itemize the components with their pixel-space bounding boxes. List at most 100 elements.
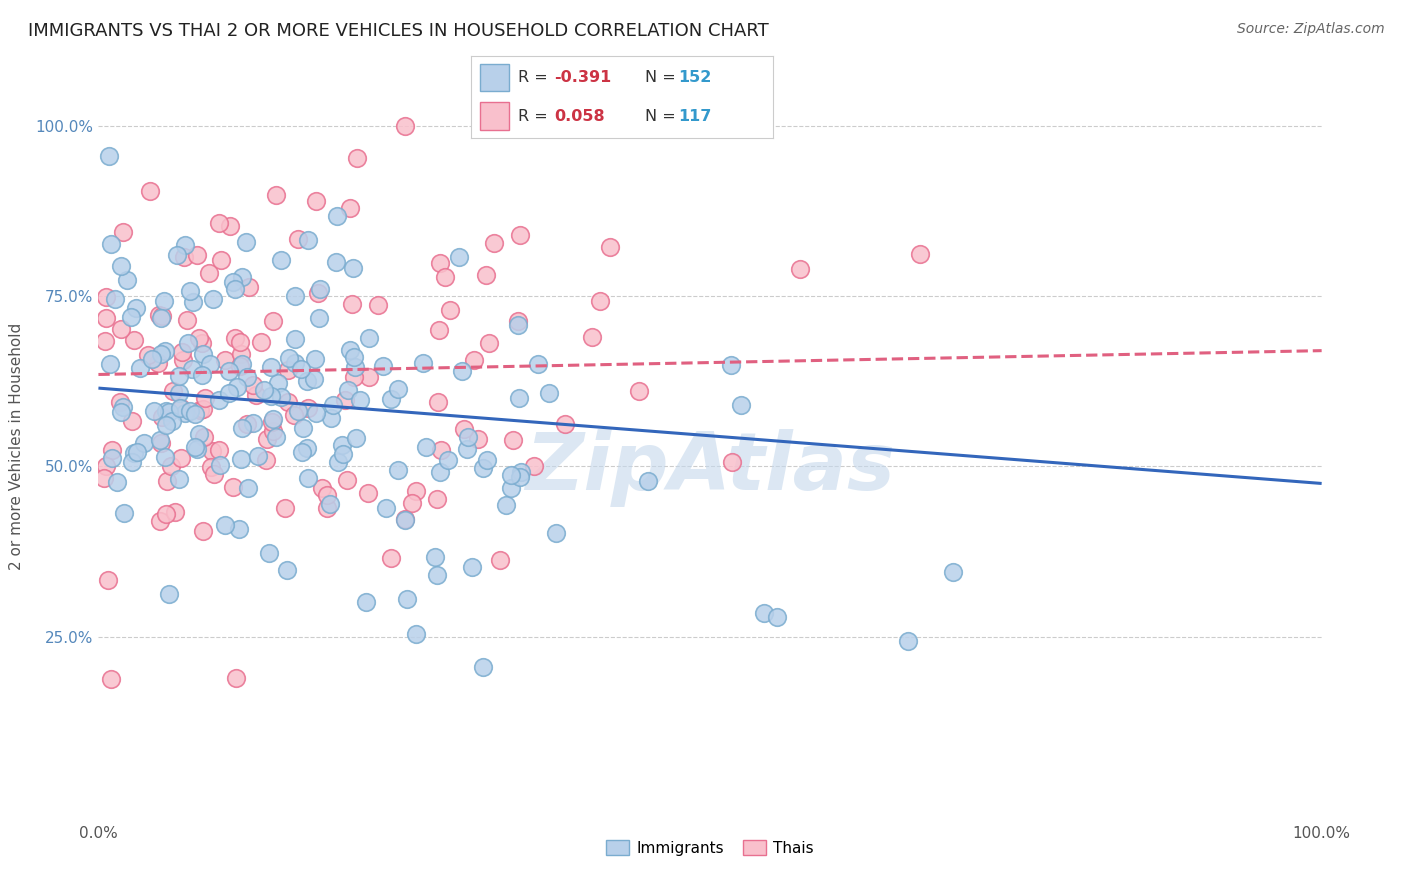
Point [721, 455, 744, 469]
Point [277, 395, 299, 409]
Point [194, 391, 217, 405]
Point [336, 473, 359, 487]
Point [450, 364, 472, 378]
Point [319, 497, 342, 511]
Point [121, 455, 143, 469]
Point [214, 518, 236, 533]
Point [316, 488, 339, 502]
Point [328, 455, 350, 469]
Point [200, 459, 222, 474]
Point [112, 507, 135, 521]
Point [472, 659, 495, 673]
Point [174, 406, 197, 420]
Point [627, 384, 650, 398]
Point [456, 442, 478, 456]
Point [325, 209, 347, 223]
Point [276, 563, 298, 577]
Point [425, 549, 447, 564]
Point [262, 314, 284, 328]
Point [463, 353, 485, 368]
Point [156, 474, 179, 488]
Point [174, 238, 197, 252]
Point [169, 401, 191, 415]
Point [508, 391, 530, 405]
Point [297, 375, 319, 389]
Text: 152: 152 [678, 70, 711, 85]
Point [477, 452, 499, 467]
Point [122, 334, 145, 348]
Text: N =: N = [645, 70, 681, 85]
Point [342, 370, 364, 384]
FancyBboxPatch shape [479, 103, 509, 130]
Point [110, 395, 132, 409]
Point [238, 481, 260, 495]
Point [209, 252, 232, 267]
Point [439, 302, 461, 317]
Point [193, 430, 215, 444]
Point [229, 347, 252, 361]
Point [260, 389, 283, 403]
Point [247, 449, 270, 463]
Point [437, 453, 460, 467]
Point [198, 357, 221, 371]
Point [149, 436, 172, 450]
Point [908, 246, 931, 260]
Point [181, 361, 204, 376]
Point [427, 395, 450, 409]
Point [176, 313, 198, 327]
Point [337, 383, 360, 397]
Point [374, 501, 396, 516]
Point [405, 627, 427, 641]
Point [311, 481, 333, 495]
Point [167, 369, 190, 384]
Point [523, 459, 546, 474]
Point [170, 450, 193, 465]
Point [150, 309, 173, 323]
Point [155, 404, 177, 418]
Point [208, 392, 231, 407]
Point [447, 250, 470, 264]
Point [897, 634, 920, 648]
Point [305, 194, 328, 209]
Point [165, 505, 187, 519]
Point [501, 482, 523, 496]
Point [302, 372, 325, 386]
Point [235, 235, 257, 249]
Text: R =: R = [517, 70, 553, 85]
Point [183, 441, 205, 455]
Point [339, 201, 361, 215]
Point [295, 441, 318, 455]
Point [228, 335, 250, 350]
Point [101, 442, 124, 457]
Point [401, 496, 423, 510]
Point [297, 471, 319, 485]
Point [287, 404, 309, 418]
Point [262, 424, 284, 438]
Point [380, 392, 402, 407]
Point [581, 330, 603, 344]
Point [122, 446, 145, 460]
Point [226, 380, 249, 394]
Point [191, 402, 214, 417]
Text: R =: R = [517, 109, 553, 124]
Point [228, 359, 250, 373]
Point [264, 429, 287, 443]
Point [139, 185, 162, 199]
Point [297, 401, 319, 416]
Point [148, 308, 170, 322]
Point [231, 420, 253, 434]
Point [94, 334, 117, 349]
Point [242, 378, 264, 392]
Point [191, 346, 214, 360]
Point [380, 550, 402, 565]
Point [730, 398, 752, 412]
Point [589, 294, 612, 309]
Point [429, 323, 451, 337]
Point [426, 568, 449, 582]
Text: ZipAtlas: ZipAtlas [524, 429, 896, 508]
Point [222, 479, 245, 493]
Point [287, 232, 309, 246]
Point [190, 403, 212, 417]
Point [267, 376, 290, 390]
Point [322, 398, 344, 412]
